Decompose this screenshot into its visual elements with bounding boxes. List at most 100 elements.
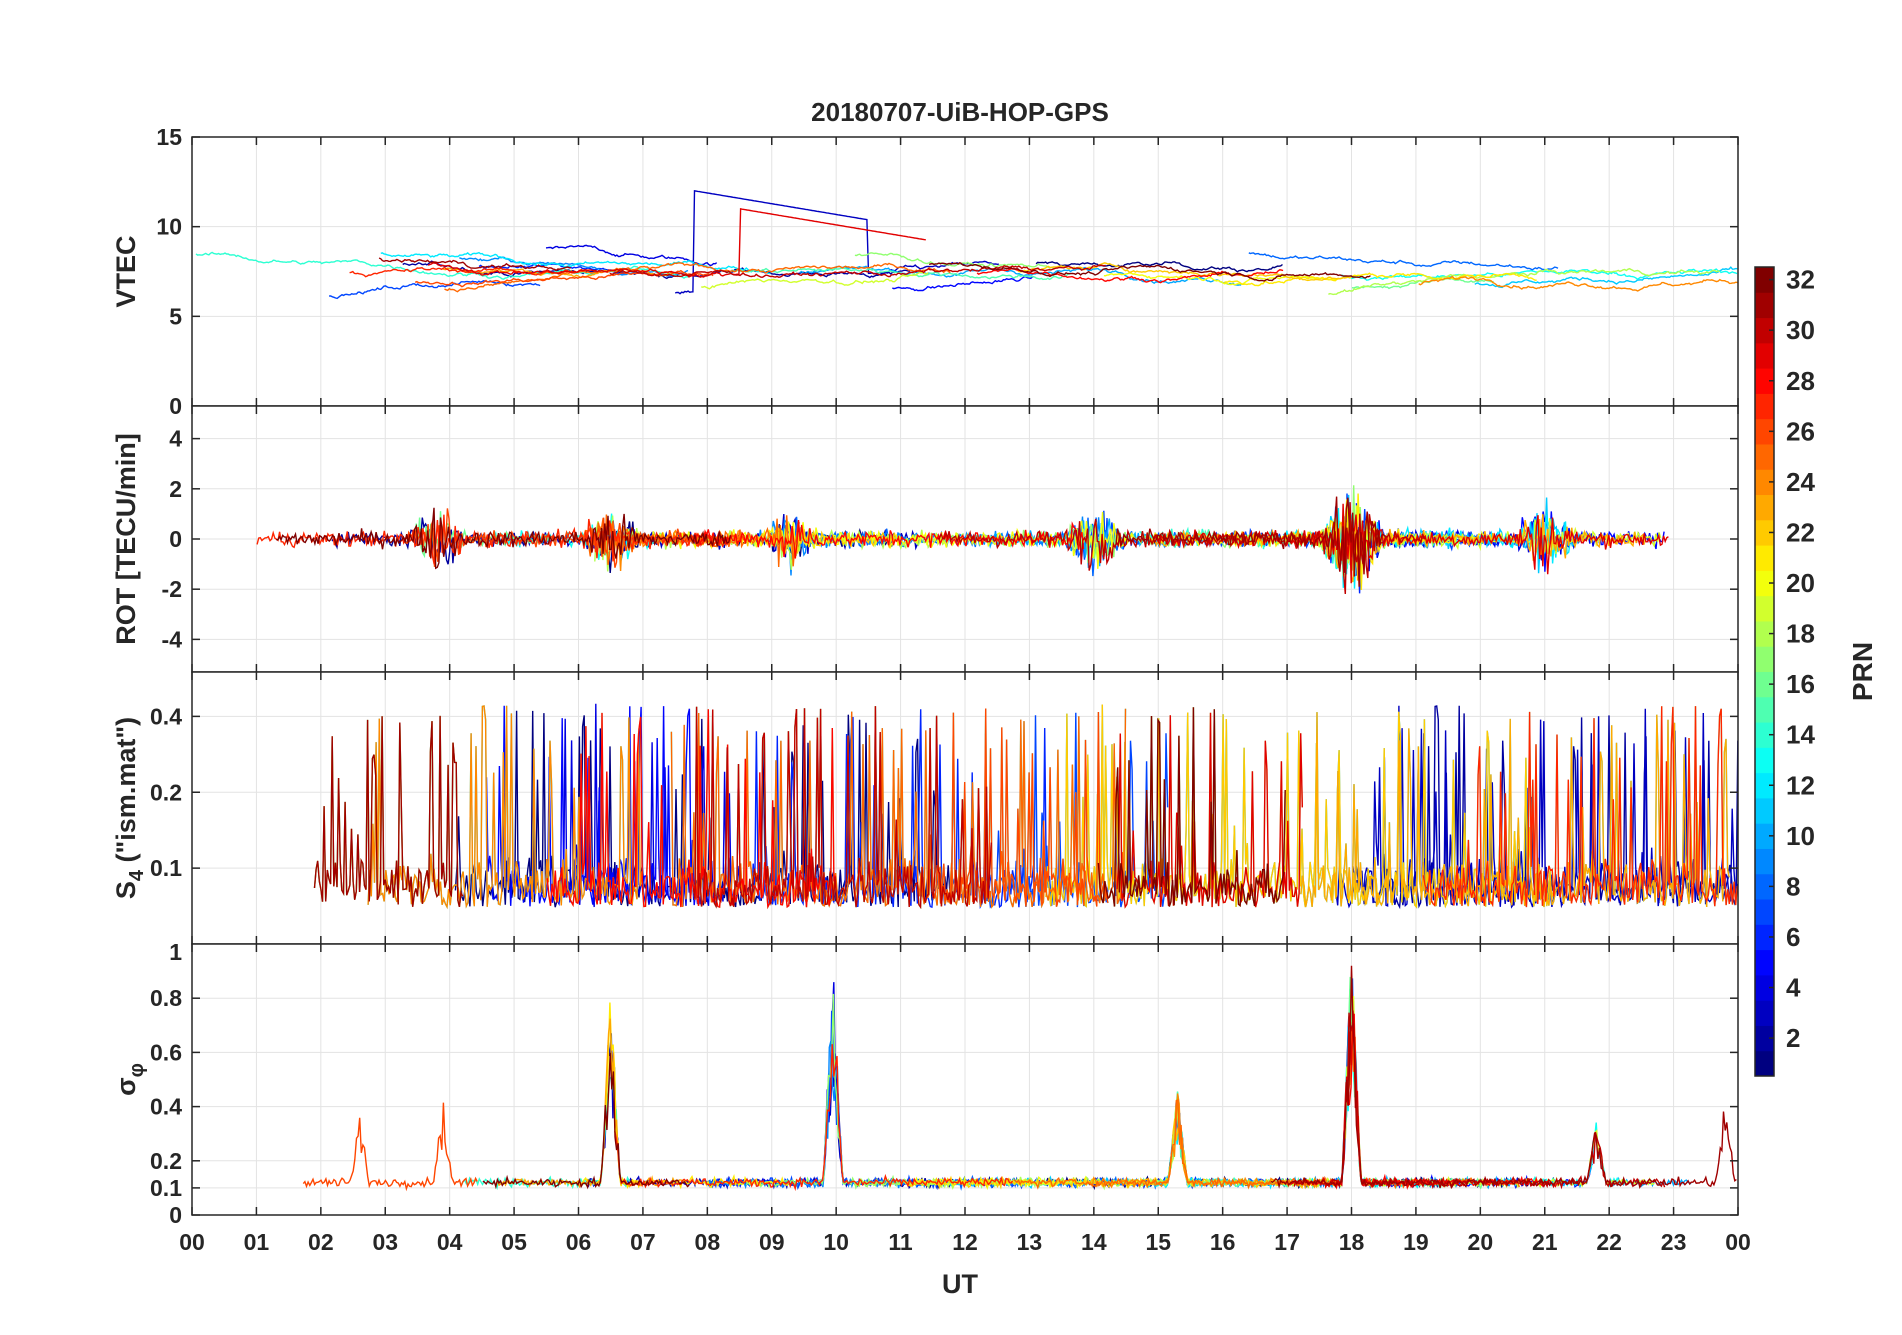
series-line-prn-27 [349, 266, 590, 278]
colorbar-swatch-prn-4 [1755, 974, 1774, 1001]
y-tick-label: 0.2 [150, 779, 182, 805]
series-line-prn-28 [546, 709, 837, 910]
x-tick-label: 03 [372, 1229, 398, 1255]
ylabel-rest: ("ism.mat") [111, 717, 141, 870]
y-tick-label: 0 [169, 526, 182, 552]
colorbar-swatch-prn-10 [1755, 823, 1774, 849]
series-line-prn-5 [892, 276, 1035, 292]
colorbar-swatch-prn-7 [1755, 899, 1774, 925]
series-line-prn-31 [313, 715, 464, 908]
y-tick-label: 0.8 [150, 985, 182, 1011]
colorbar-swatch-prn-17 [1755, 646, 1774, 672]
x-tick-label: 16 [1210, 1229, 1236, 1255]
x-tick-label: 22 [1596, 1229, 1622, 1255]
series-line-prn-30 [609, 264, 1106, 279]
colorbar-swatch-prn-26 [1755, 418, 1774, 445]
colorbar-swatch-prn-21 [1755, 545, 1774, 571]
y-tick-label: 5 [169, 303, 182, 329]
y-tick-label: 0 [169, 393, 182, 419]
x-tick-label: 11 [888, 1229, 913, 1255]
chart-title: 20180707-UiB-HOP-GPS [811, 97, 1109, 127]
x-tick-label: 10 [823, 1229, 849, 1255]
series-line-prn-25 [670, 708, 1127, 909]
colorbar-swatch-prn-28 [1755, 368, 1774, 394]
series-line-prn-11 [1474, 266, 1738, 289]
colorbar-swatch-prn-8 [1755, 873, 1774, 900]
colorbar-tick-label: 2 [1786, 1023, 1800, 1053]
x-tick-label: 19 [1403, 1229, 1429, 1255]
y-tick-label: 0.6 [150, 1039, 182, 1065]
colorbar-box [1754, 266, 1775, 1077]
series-line-prn-9 [459, 256, 689, 278]
colorbar-swatch-prn-30 [1755, 317, 1774, 344]
x-tick-label: 07 [630, 1229, 656, 1255]
series-line-prn-31 [378, 257, 571, 272]
colorbar-tick-label: 8 [1786, 871, 1800, 901]
y-tick-label: -2 [162, 576, 182, 602]
series-line-prn-32 [482, 1052, 690, 1190]
series-line-prn-17 [854, 252, 1056, 270]
y-tick-label: 15 [156, 124, 182, 150]
series-line-prn-32 [275, 507, 732, 570]
panel-vtec: 0 5 10 15 VTEC [111, 124, 1739, 419]
panel-sigma_phi: 00.10.2 0.4 0.6 0.8 1 σφ [111, 939, 1739, 1228]
colorbar-swatch-prn-16 [1755, 671, 1774, 698]
x-axis-label: UT [942, 1269, 978, 1299]
series-line-prn-15 [717, 267, 1071, 281]
series-line-prn-30 [692, 706, 992, 910]
y-tick-label: 0.1 [150, 1175, 182, 1201]
x-tick-label: 21 [1532, 1229, 1558, 1255]
colorbar-swatch-prn-2 [1755, 1025, 1774, 1052]
series-line-prn-30 [937, 502, 1426, 595]
panel-s4: 0.10.20.4S4 ("ism.mat") [111, 671, 1739, 945]
x-tick-label: 09 [759, 1229, 785, 1255]
series-line-prn-27 [1422, 706, 1738, 908]
colorbar-tick-label: 20 [1786, 568, 1815, 598]
y-tick-label: 10 [156, 214, 182, 240]
colorbar-tick-label: 14 [1786, 720, 1815, 750]
y-tick-label: 0.2 [150, 1148, 182, 1174]
colorbar-swatch-prn-25 [1755, 443, 1774, 470]
x-tick-label: 18 [1339, 1229, 1365, 1255]
x-tick-label: 14 [1081, 1229, 1107, 1255]
ylabel-sub: 4 [126, 869, 148, 881]
x-tick-label: 23 [1661, 1229, 1687, 1255]
x-tick-label: 12 [952, 1229, 978, 1255]
ylabel-main: σ [111, 1077, 141, 1095]
series-line-prn-8 [1248, 252, 1559, 271]
series-group [313, 703, 1738, 910]
colorbar-swatch-prn-12 [1755, 772, 1774, 799]
y-tick-label: 0.4 [150, 1094, 182, 1120]
colorbar-tick-label: 26 [1786, 416, 1815, 446]
series-line-prn-32 [928, 261, 1371, 282]
y-tick-label-top: 1 [169, 939, 182, 965]
x-tick-label: 00 [1725, 1229, 1751, 1255]
colorbar-swatch-prn-9 [1755, 848, 1774, 875]
series-line-prn-7 [329, 279, 541, 300]
colorbar-tick-label: 18 [1786, 619, 1815, 649]
ylabel-main: S [111, 881, 141, 899]
series-line-prn-27 [256, 514, 731, 565]
x-tick-label: 08 [695, 1229, 721, 1255]
x-tick-label: 01 [244, 1229, 270, 1255]
colorbar-tick-label: 12 [1786, 770, 1815, 800]
x-tick-label: 02 [308, 1229, 334, 1255]
y-tick-label: 0.4 [150, 703, 182, 729]
colorbar-swatch-prn-22 [1755, 519, 1774, 546]
series-line-prn-3 [675, 189, 999, 295]
series-line-prn-18 [1328, 267, 1721, 296]
colorbar-swatch-prn-20 [1755, 570, 1774, 597]
series-line-prn-26 [302, 1102, 478, 1192]
colorbar-swatch-prn-29 [1755, 342, 1774, 369]
colorbar-swatch-prn-19 [1755, 595, 1774, 622]
colorbar-tick-label: 28 [1786, 366, 1815, 396]
colorbar-swatch-prn-18 [1755, 620, 1774, 647]
colorbar-swatch-prn-31 [1755, 292, 1774, 319]
y-axis-label-vtec: VTEC [111, 235, 141, 307]
colorbar-swatch-prn-27 [1755, 393, 1774, 420]
series-line-prn-29 [1116, 712, 1303, 909]
grid-lines [191, 944, 1739, 1216]
